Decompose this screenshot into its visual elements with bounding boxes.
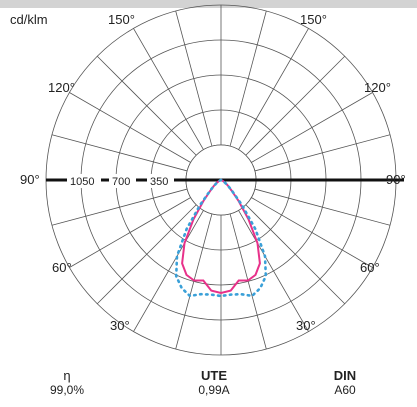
grid-radial-line <box>96 55 197 156</box>
grid-radial-line <box>133 210 204 332</box>
angle-label: 60° <box>360 260 380 275</box>
footer-ute: UTE 0,99A <box>174 368 254 398</box>
footer-din-label: DIN <box>333 368 357 383</box>
footer-efficiency-label: η <box>63 368 71 383</box>
radial-label-bg <box>147 174 174 188</box>
polar-chart: cd/klm 1050 700 350 150° 150° 120° 120° 90° 90° 60… <box>10 4 406 356</box>
angle-label: 150° <box>108 12 135 27</box>
angle-label: 90° <box>20 172 40 187</box>
angle-label: 30° <box>296 318 316 333</box>
grid-radial-line <box>69 197 191 268</box>
angle-label: 120° <box>48 80 75 95</box>
grid-radial-line <box>245 204 346 305</box>
radial-label: 700 <box>112 176 130 188</box>
footer-din: DIN A60 <box>305 368 385 398</box>
radial-label-bg <box>67 174 101 188</box>
grid-radial-line <box>254 188 391 226</box>
radial-label-bg <box>109 174 136 188</box>
grid-radial-line <box>245 55 346 156</box>
polar-curves <box>174 178 268 298</box>
grid-radial-line <box>175 10 213 147</box>
grid-radial-line <box>69 92 191 163</box>
grid-radial-line <box>51 134 188 172</box>
top-band <box>0 0 417 8</box>
grid-radial-line <box>133 28 204 150</box>
angle-label: 90° <box>386 172 406 187</box>
grid-radial-line <box>51 188 188 226</box>
footer-ute-label: UTE <box>201 368 227 383</box>
intensity-curve-dotted <box>174 178 268 298</box>
grid-radial-line <box>229 10 267 147</box>
grid-radial-line <box>251 92 373 163</box>
grid-radial-line <box>254 134 391 172</box>
unit-label: cd/klm <box>10 12 48 27</box>
angle-label: 120° <box>364 80 391 95</box>
angle-label: 150° <box>300 12 327 27</box>
grid-radial-line <box>238 28 309 150</box>
footer-efficiency-value: 99,0% <box>49 383 85 397</box>
angle-label: 30° <box>110 318 130 333</box>
polar-labels: cd/klm 1050 700 350 150° 150° 120° 120° 90° 90° 60… <box>10 12 406 333</box>
footer-ute-value: 0,99A <box>198 383 230 397</box>
grid-radial-line <box>238 210 309 332</box>
footer-din-value: A60 <box>334 383 356 397</box>
radial-label: 1050 <box>70 176 94 188</box>
angle-label: 60° <box>52 260 72 275</box>
footer-efficiency: η 99,0% <box>27 368 107 398</box>
radial-label: 350 <box>150 176 168 188</box>
grid-radial-line <box>96 204 197 305</box>
grid-radial-line <box>251 197 373 268</box>
